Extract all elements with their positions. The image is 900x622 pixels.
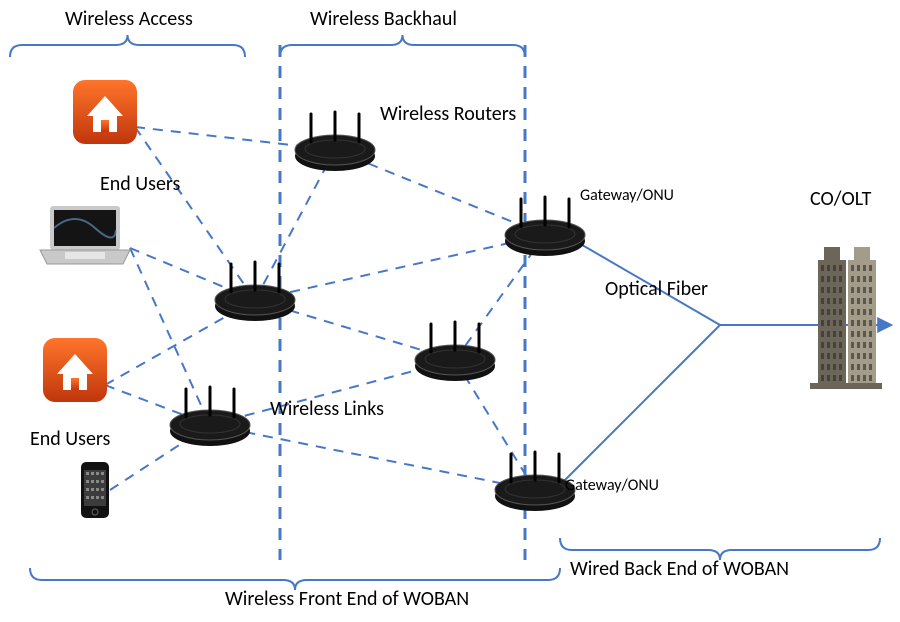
label-optical-fiber: Optical Fiber — [605, 277, 708, 301]
label-gateway-onu: Gateway/ONU — [565, 476, 659, 495]
laptop-icon — [40, 206, 130, 264]
home-icon — [73, 80, 137, 144]
home-icon — [43, 338, 107, 402]
optical-fiber — [555, 325, 720, 490]
router-icon — [170, 387, 250, 446]
bracket — [280, 35, 525, 57]
router-icon — [415, 322, 495, 381]
label-wireless-routers: Wireless Routers — [380, 102, 516, 126]
building-icon — [810, 247, 882, 389]
wireless-link — [255, 235, 545, 300]
router-icon — [505, 197, 585, 256]
wireless-link — [135, 127, 255, 300]
label-gateway-onu: Gateway/ONU — [580, 186, 674, 205]
label-wired-back: Wired Back End of WOBAN — [570, 557, 789, 581]
wireless-link — [210, 425, 535, 490]
label-end-users: End Users — [100, 172, 181, 196]
label-wireless-backhaul: Wireless Backhaul — [310, 7, 457, 31]
label-wireless-links: Wireless Links — [270, 397, 384, 421]
router-icon — [495, 452, 575, 511]
label-wireless-access: Wireless Access — [65, 7, 193, 31]
router-icon — [215, 262, 295, 321]
label-co-olt: CO/OLT — [810, 187, 872, 211]
router-icon — [295, 112, 375, 171]
wireless-link — [255, 150, 335, 300]
phone-icon — [81, 462, 109, 518]
bracket — [10, 35, 245, 57]
label-wireless-front: Wireless Front End of WOBAN — [225, 587, 469, 611]
label-end-users: End Users — [30, 427, 111, 451]
